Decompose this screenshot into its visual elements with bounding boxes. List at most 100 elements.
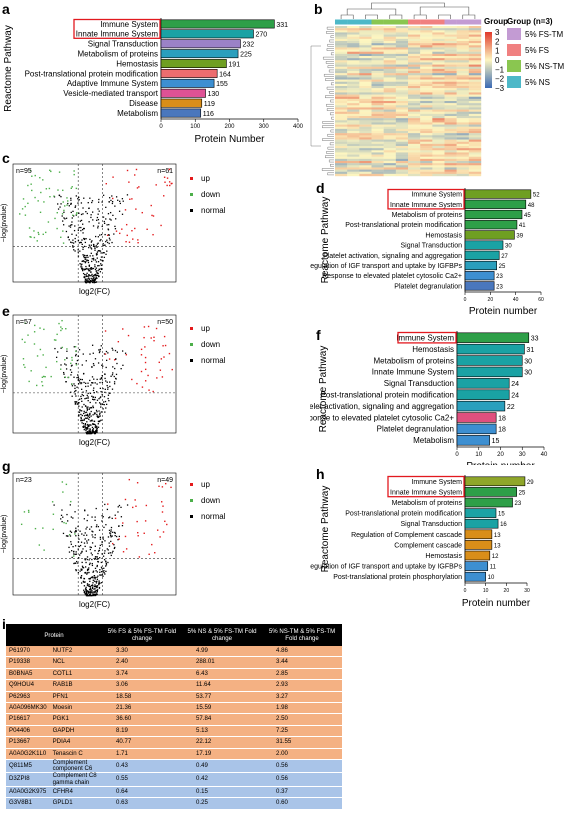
normal-point	[89, 594, 91, 597]
normal-point	[78, 538, 80, 540]
normal-point	[91, 530, 93, 532]
heatmap-cell	[395, 90, 409, 93]
normal-point	[111, 200, 114, 203]
heatmap-cell	[408, 98, 421, 102]
x-tick-label: 10	[483, 588, 489, 594]
normal-point	[94, 432, 96, 435]
normal-point	[96, 571, 98, 573]
normal-point	[84, 258, 86, 261]
fold-change-cell: 0.37	[262, 786, 342, 799]
normal-point	[83, 418, 86, 420]
normal-point	[88, 425, 90, 427]
heatmap-cell	[456, 150, 470, 153]
x-axis-title: log2(FC)	[79, 287, 110, 296]
group-color-cell	[347, 19, 360, 25]
heatmap-cell	[383, 38, 397, 42]
normal-point	[73, 550, 75, 553]
normal-point	[98, 402, 101, 404]
heatmap-cell	[347, 158, 360, 162]
normal-point	[85, 256, 87, 259]
normal-point	[62, 532, 65, 535]
heatmap-cell	[335, 109, 348, 112]
category-label: Adaptive Immune System	[67, 79, 158, 88]
normal-point	[97, 261, 100, 263]
heatmap-cell	[408, 75, 421, 78]
dendrogram-branch	[330, 35, 334, 38]
heatmap-cell	[432, 126, 445, 130]
heatmap-cell	[444, 53, 457, 57]
heatmap-cell	[383, 77, 397, 80]
down-point	[47, 221, 50, 223]
down-point	[73, 173, 75, 176]
heatmap-cell	[432, 141, 445, 145]
dendrogram-branch	[346, 8, 397, 15]
bar	[160, 78, 215, 88]
normal-point	[60, 196, 62, 198]
normal-point	[98, 529, 101, 531]
normal-point	[86, 431, 88, 434]
bar-value-label: 31	[526, 347, 534, 354]
normal-point	[83, 428, 85, 431]
normal-point	[109, 532, 111, 534]
normal-point	[57, 203, 59, 205]
heatmap-cell	[444, 116, 457, 119]
normal-point	[81, 410, 83, 412]
normal-marker-icon	[190, 358, 193, 362]
normal-point	[83, 403, 85, 406]
heatmap-cell	[335, 28, 348, 31]
heatmap-cell	[420, 137, 433, 140]
down-point	[62, 242, 65, 244]
normal-point	[94, 235, 97, 238]
dendrogram-branch	[340, 14, 354, 19]
normal-point	[111, 374, 114, 376]
normal-point	[77, 229, 80, 231]
heatmap-cell	[408, 81, 421, 85]
heatmap-cell	[420, 101, 433, 104]
normal-point	[94, 516, 96, 518]
normal-point	[87, 431, 89, 433]
heatmap-cell	[371, 139, 384, 142]
x-tick-label: 0	[455, 452, 459, 458]
heatmap-cell	[408, 53, 421, 57]
x-tick-label: 0	[464, 297, 467, 303]
heatmap-cell	[359, 163, 372, 166]
heatmap-cell	[335, 77, 348, 80]
normal-point	[90, 241, 93, 243]
heatmap-cell	[371, 126, 384, 130]
heatmap-cell	[408, 32, 421, 35]
legend-label: normal	[201, 511, 226, 521]
heatmap-cell	[359, 103, 372, 106]
bar-value-label: 18	[498, 427, 506, 434]
heatmap-cell	[335, 113, 348, 117]
group-legend-swatch	[507, 60, 521, 72]
normal-point	[83, 260, 85, 263]
normal-point	[77, 376, 80, 378]
normal-point	[79, 570, 81, 572]
group-legend-swatch	[507, 76, 521, 88]
heatmap-cell	[371, 58, 384, 61]
normal-point	[91, 586, 94, 589]
heatmap-cell	[432, 137, 445, 140]
normal-point	[93, 399, 95, 401]
heatmap-cell	[432, 64, 445, 67]
heatmap-cell	[408, 77, 421, 80]
heatmap-cell	[395, 116, 409, 119]
normal-point	[78, 349, 81, 351]
heatmap-cell	[420, 83, 433, 87]
normal-point	[86, 279, 88, 282]
normal-point	[92, 431, 94, 433]
heatmap-cell	[383, 103, 397, 106]
heatmap-cell	[395, 92, 409, 95]
normal-point	[73, 346, 75, 348]
normal-point	[103, 222, 106, 225]
heatmap-cell	[456, 98, 470, 102]
normal-point	[111, 195, 113, 197]
heatmap-cell	[444, 158, 457, 162]
normal-point	[82, 566, 84, 568]
heatmap-cell	[395, 94, 409, 97]
normal-point	[71, 241, 73, 244]
normal-point	[71, 550, 73, 552]
category-label: Immune System	[411, 479, 462, 486]
down-marker-icon	[190, 192, 193, 196]
heatmap-cell	[456, 90, 470, 93]
